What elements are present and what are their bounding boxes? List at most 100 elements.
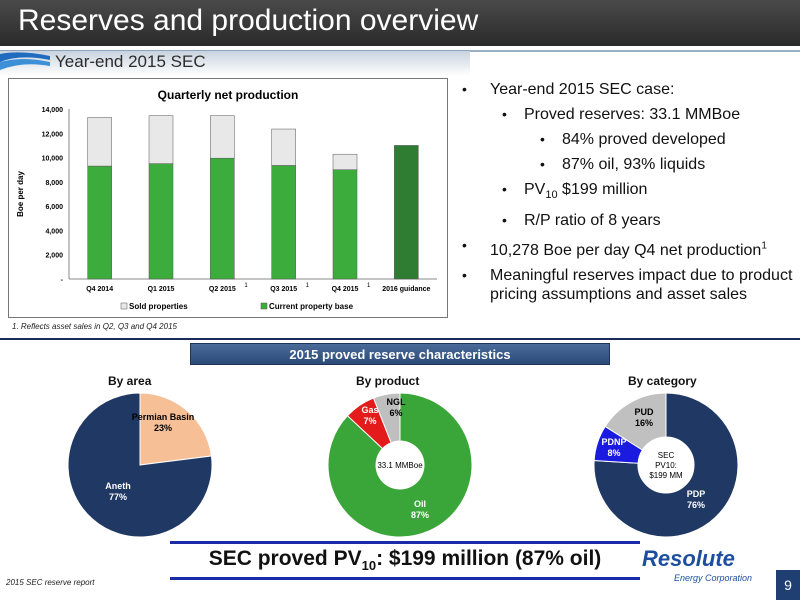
slice-label: Aneth — [105, 481, 131, 491]
page-title: Reserves and production overview — [18, 4, 479, 37]
pie-slice — [139, 392, 212, 466]
company-logo: Resolute Energy Corporation — [642, 546, 782, 590]
slice-pct-label: 8% — [607, 448, 620, 458]
pie-title-product: By product — [356, 374, 420, 388]
page-number: 9 — [776, 570, 800, 600]
bar-sold-properties — [87, 117, 112, 167]
slice-pct-label: 87% — [411, 510, 429, 520]
slice-label: NGL — [387, 397, 407, 407]
y-tick-label: 14,000 — [42, 107, 64, 114]
pie-slice — [67, 392, 213, 538]
pv-rule-top — [170, 541, 640, 544]
bullet-level-2: • Proved reserves: 33.1 MMBoe — [462, 105, 800, 124]
bar-sold-properties — [271, 128, 296, 166]
pv-summary: SEC proved PV10: $199 million (87% oil) — [170, 547, 640, 573]
slice-pct-label: 16% — [635, 418, 653, 428]
summary-bullets: • Year-end 2015 SEC case: • Proved reserves… — [462, 80, 800, 310]
bullet-level-1: • Year-end 2015 SEC case: — [462, 80, 800, 99]
x-tick-superscript: 1 — [244, 283, 248, 289]
logo-name: Resolute — [642, 546, 735, 571]
pie-title-category: By category — [628, 374, 697, 388]
x-tick-label: Q4 2014 — [86, 286, 113, 293]
slice-label: Oil — [414, 499, 426, 509]
y-tick-label: 6,000 — [45, 204, 63, 211]
bullet-dot-icon: • — [462, 266, 467, 283]
section-title: 2015 proved reserve characteristics — [190, 343, 610, 365]
bullet-level-3: • 84% proved developed — [462, 130, 800, 149]
bullet-text: Proved reserves: 33.1 MMBoe — [524, 106, 741, 123]
y-tick-label: 12,000 — [42, 131, 64, 138]
bar-current-base — [148, 163, 174, 280]
bar-current-base — [271, 165, 296, 280]
section-divider — [0, 338, 800, 340]
bullet-text: Meaningful reserves impact due to produc… — [490, 266, 793, 303]
donut-hole — [376, 441, 424, 489]
bullet-level-1: • Meaningful reserves impact due to produ… — [462, 266, 800, 304]
bar-current-base — [87, 165, 112, 280]
x-tick-superscript: 1 — [306, 283, 310, 289]
donut-center-label: SEC — [658, 451, 675, 460]
bullet-level-3: • 87% oil, 93% liquids — [462, 155, 800, 174]
pv-summary-pre: SEC proved PV — [208, 547, 362, 570]
subtitle-band — [0, 50, 470, 76]
legend-swatch-current — [260, 302, 268, 310]
swoosh-icon — [0, 52, 50, 70]
x-tick-label: Q1 2015 — [148, 286, 175, 293]
bullet-dot-icon: • — [462, 237, 467, 254]
y-tick-label: - — [61, 277, 64, 284]
pie-slice — [604, 392, 667, 451]
bullet-level-2: • R/P ratio of 8 years — [462, 211, 800, 230]
page-subtitle: Year-end 2015 SEC — [55, 52, 206, 71]
bullet-text: Year-end 2015 SEC case: — [490, 81, 675, 98]
x-tick-label: 2016 guidance — [382, 286, 430, 293]
pv-rule-bottom — [170, 577, 640, 580]
slice-label: Permian Basin — [132, 412, 195, 422]
x-tick-label: Q2 2015 — [209, 286, 236, 293]
pie-title-area: By area — [108, 374, 152, 388]
subtitle-bar — [0, 46, 800, 76]
slice-label: PUD — [634, 407, 654, 417]
x-tick-label: Q3 2015 — [270, 286, 297, 293]
bar-sold-properties — [210, 115, 235, 159]
report-note: 2015 SEC reserve report — [6, 578, 95, 587]
subtitle-rule — [470, 50, 800, 52]
legend-label-sold: Sold properties — [129, 302, 188, 311]
slice-label: PDP — [687, 489, 706, 499]
title-bar: Reserves and production overview — [0, 0, 800, 46]
y-tick-label: 2,000 — [45, 253, 63, 260]
slice-label: Gas — [361, 405, 378, 415]
pv-summary-post: : $199 million (87% oil) — [376, 547, 602, 570]
bullet-text: 87% oil, 93% liquids — [562, 156, 706, 173]
bar-sold-properties — [148, 115, 174, 164]
slice-pct-label: 6% — [389, 408, 402, 418]
production-chart-frame: Quarterly net production Boe per day - 2,00… — [8, 78, 448, 318]
bar-current-base — [332, 169, 358, 280]
slice-pct-label: 7% — [363, 416, 376, 426]
slice-pct-label: 77% — [109, 492, 127, 502]
legend-swatch-sold — [120, 302, 128, 310]
quarterly-production-chart: Quarterly net production Boe per day - 2,00… — [16, 88, 437, 311]
logo-tagline: Energy Corporation — [674, 573, 753, 583]
bullet-dot-icon: • — [502, 181, 507, 197]
y-tick-label: 10,000 — [42, 156, 64, 163]
donut-center-label: $199 MM — [649, 471, 683, 480]
donut-center-label: PV10: — [655, 461, 677, 470]
bar-sold-properties — [332, 153, 358, 170]
bar-current-base — [394, 145, 419, 280]
x-tick-superscript: 1 — [367, 283, 371, 289]
slice-label: PDNP — [601, 437, 626, 447]
bullet-text: PV10 $199 million — [524, 181, 648, 202]
y-tick-label: 8,000 — [45, 180, 63, 187]
slice-pct-label: 76% — [687, 500, 705, 510]
bullet-text: R/P ratio of 8 years — [524, 212, 661, 230]
y-tick-label: 4,000 — [45, 228, 63, 235]
bullet-dot-icon: • — [462, 81, 467, 97]
x-tick-label: Q4 2015 — [332, 286, 359, 293]
bar-current-base — [210, 157, 235, 280]
donut-center-label: 33.1 MMBoe — [377, 461, 423, 470]
slice-pct-label: 23% — [154, 423, 172, 433]
bullet-level-1: • 10,278 Boe per day Q4 net production1 — [462, 236, 800, 259]
chart-footnote: 1. Reflects asset sales in Q2, Q3 and Q4… — [12, 322, 177, 331]
